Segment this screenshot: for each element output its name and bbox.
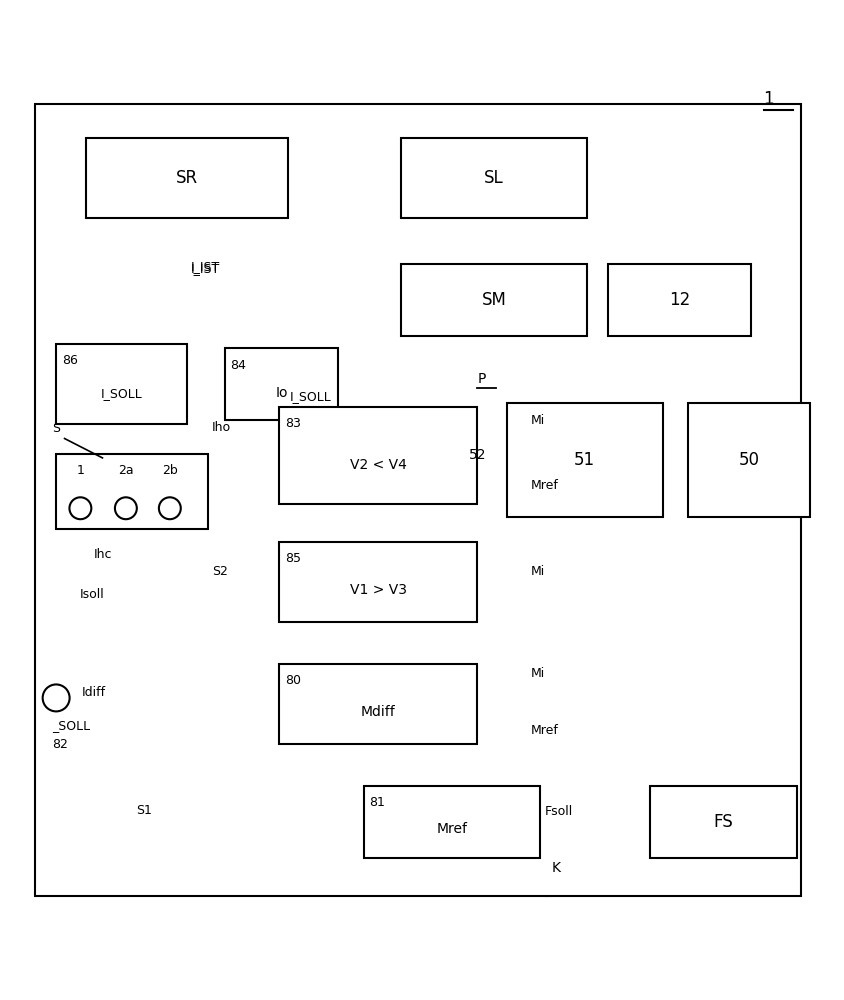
Text: I_SOLL: I_SOLL	[100, 387, 142, 400]
Text: I_IST: I_IST	[191, 260, 220, 273]
Text: 83: 83	[285, 417, 300, 430]
Text: Mref: Mref	[530, 724, 558, 737]
FancyBboxPatch shape	[401, 264, 586, 336]
FancyBboxPatch shape	[649, 786, 797, 858]
Text: 86: 86	[62, 354, 78, 367]
Text: 82: 82	[51, 738, 68, 751]
Text: I_SOLL: I_SOLL	[289, 390, 331, 403]
Text: Ihc: Ihc	[94, 548, 112, 561]
FancyBboxPatch shape	[35, 104, 801, 896]
Text: Mref: Mref	[530, 479, 558, 492]
FancyBboxPatch shape	[225, 348, 338, 420]
Text: Mi: Mi	[530, 414, 544, 427]
Text: Mref: Mref	[436, 822, 467, 836]
Text: 51: 51	[573, 451, 594, 469]
FancyBboxPatch shape	[506, 403, 662, 517]
Text: P: P	[477, 372, 485, 386]
FancyBboxPatch shape	[56, 344, 187, 424]
Text: S: S	[51, 422, 60, 435]
Text: 50: 50	[738, 451, 759, 469]
FancyBboxPatch shape	[279, 664, 477, 744]
FancyBboxPatch shape	[279, 542, 477, 622]
Text: 2b: 2b	[162, 464, 177, 477]
FancyBboxPatch shape	[401, 138, 586, 218]
FancyBboxPatch shape	[56, 454, 208, 529]
Text: _SOLL: _SOLL	[51, 719, 90, 732]
Text: V1 > V3: V1 > V3	[349, 583, 406, 597]
Text: Io: Io	[275, 386, 287, 400]
FancyBboxPatch shape	[85, 138, 288, 218]
Text: 1: 1	[76, 464, 84, 477]
Text: S2: S2	[212, 565, 228, 578]
Text: Mi: Mi	[530, 667, 544, 680]
Text: Fsoll: Fsoll	[544, 805, 572, 818]
Text: 52: 52	[468, 448, 486, 462]
Text: 1: 1	[763, 90, 773, 108]
Text: 81: 81	[369, 796, 385, 809]
Text: SL: SL	[484, 169, 503, 187]
Text: SM: SM	[481, 291, 506, 309]
Text: Idiff: Idiff	[81, 686, 106, 699]
Text: V2 < V4: V2 < V4	[349, 458, 406, 472]
Text: 85: 85	[285, 552, 300, 565]
Text: Isoll: Isoll	[79, 588, 105, 601]
Text: SR: SR	[176, 169, 197, 187]
Text: Mi: Mi	[530, 565, 544, 578]
Text: 2a: 2a	[118, 464, 133, 477]
Text: S1: S1	[136, 804, 152, 817]
FancyBboxPatch shape	[687, 403, 809, 517]
FancyBboxPatch shape	[607, 264, 750, 336]
Text: I_IST: I_IST	[191, 262, 220, 275]
Text: 80: 80	[285, 674, 300, 687]
FancyBboxPatch shape	[363, 786, 540, 858]
Text: Mdiff: Mdiff	[360, 705, 395, 719]
Text: K: K	[550, 861, 560, 875]
Text: FS: FS	[713, 813, 733, 831]
FancyBboxPatch shape	[279, 407, 477, 504]
Text: 12: 12	[668, 291, 690, 309]
Text: Iho: Iho	[212, 421, 230, 434]
Text: 84: 84	[230, 359, 246, 372]
